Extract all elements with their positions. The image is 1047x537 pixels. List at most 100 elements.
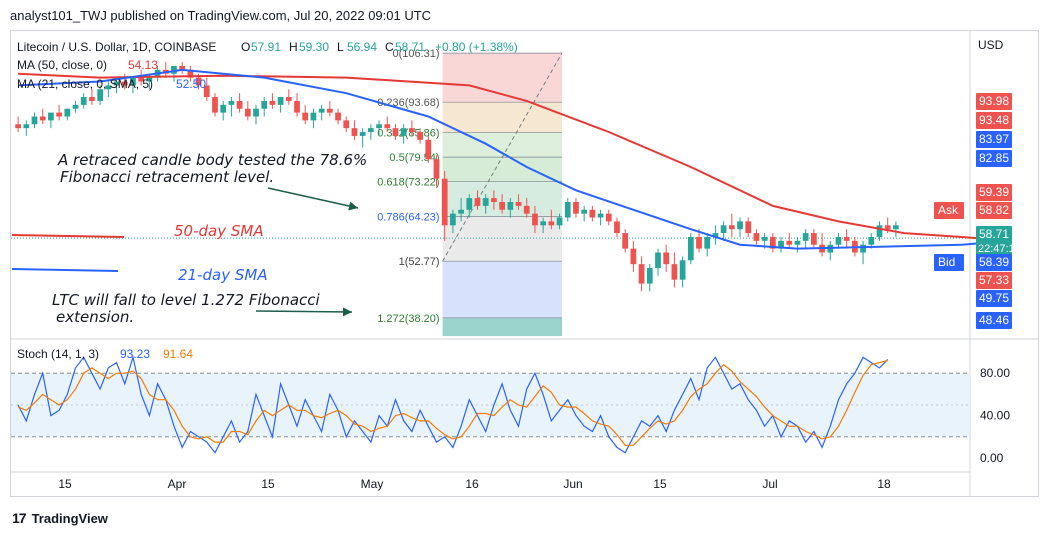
fib-level-label: 0.236(93.68): [377, 97, 439, 109]
candle-body: [614, 221, 620, 234]
candle-body: [704, 236, 711, 249]
candle-body: [203, 85, 210, 98]
candle-body: [728, 225, 735, 230]
candle-body: [335, 112, 341, 121]
candle-body: [359, 132, 366, 136]
price-tag-countdown: 22:47:13: [978, 243, 1021, 255]
quote-tag: [934, 254, 964, 271]
ohlc-value: 57.91: [251, 40, 281, 54]
candle-body: [187, 69, 194, 78]
candle-body: [884, 225, 891, 230]
publish-header: analyst101_TWJ published on TradingView.…: [10, 8, 432, 23]
candle-body: [515, 201, 522, 206]
ohlc-label: O: [241, 40, 250, 54]
candle-body: [671, 264, 678, 280]
price-tag-value: 82.85: [979, 151, 1009, 165]
ma21-legend-value: 52.50: [176, 77, 206, 91]
candle-body: [696, 236, 702, 249]
candle-body: [630, 248, 637, 265]
price-tag-value: 58.39: [979, 255, 1009, 269]
price-tag-value: 93.98: [979, 94, 1009, 108]
stoch-band: [11, 373, 970, 437]
candle-body: [450, 213, 456, 226]
ma50-legend-label: MA (50, close, 0): [17, 58, 107, 72]
annotation-retrace-line1: A retraced candle body tested the 78.6%: [57, 151, 367, 169]
candle-body: [253, 108, 259, 117]
time-axis-tick: 15: [58, 477, 72, 491]
quote-tag: [934, 202, 964, 219]
price-tag: [976, 312, 1012, 329]
price-axis-unit: USD: [978, 38, 1004, 52]
candle-body: [655, 252, 661, 269]
annotation-retrace-line2: Fibonacci retracement level.: [60, 168, 274, 186]
candle-body: [687, 236, 694, 261]
candle-body: [244, 108, 251, 117]
price-tag: [976, 254, 1012, 271]
candle-body: [581, 209, 588, 214]
candle-body: [794, 240, 801, 245]
price-tag: [976, 290, 1012, 307]
candle-body: [482, 198, 489, 206]
candle-body: [532, 213, 538, 226]
candle-body: [121, 81, 128, 86]
candle-body: [441, 178, 448, 226]
stoch-d-value: 91.64: [163, 347, 193, 361]
fib-extension-zone: [442, 317, 562, 337]
candle-body: [310, 112, 317, 121]
stoch-k-value: 93.23: [120, 347, 150, 361]
quote-tag-label: Bid: [938, 255, 955, 269]
time-axis-tick: 15: [653, 477, 667, 491]
time-axis-tick: May: [361, 477, 384, 491]
candle-body: [39, 116, 46, 121]
price-tag: [976, 150, 1012, 167]
price-tag-value: 93.48: [979, 113, 1009, 127]
candle-body: [589, 209, 596, 218]
candle-body: [113, 81, 120, 86]
candle-body: [15, 124, 21, 129]
candle-body: [89, 97, 95, 101]
fib-level-label: 0.382(85.86): [377, 128, 439, 140]
time-axis-tick: Jun: [563, 477, 582, 491]
candle-body: [417, 132, 423, 140]
ma21-line: [18, 68, 1011, 250]
ohlc-value: 56.94: [347, 40, 377, 54]
candle-body: [72, 104, 79, 109]
stoch-axis-tick: 0.00: [980, 451, 1004, 465]
candle-body: [548, 221, 555, 226]
candle-body: [376, 124, 382, 129]
ohlc-value: 59.30: [299, 40, 329, 54]
fib-level-label: 0.5(79.54): [389, 152, 439, 164]
candle-body: [835, 236, 842, 245]
tradingview-logo-icon: 17: [12, 510, 27, 526]
price-tag-value: 57.33: [979, 273, 1009, 287]
candle-body: [499, 201, 505, 210]
price-tag: [976, 184, 1012, 201]
fib-level-label: 0.786(64.23): [377, 212, 439, 224]
candle-body: [761, 236, 768, 241]
candle-body: [326, 108, 333, 113]
ohlc-label: H: [289, 40, 298, 54]
candle-body: [605, 213, 612, 222]
sma21-legend-line: [11, 268, 119, 272]
candle-body: [318, 108, 325, 113]
stoch-axis-tick: 40.00: [980, 409, 1010, 423]
candle-body: [48, 112, 54, 121]
price-tag: [976, 202, 1012, 219]
candle-body: [212, 97, 218, 113]
stoch-axis-tick: 80.00: [980, 366, 1010, 380]
candle-body: [228, 100, 235, 105]
sma50-legend-line: [11, 234, 125, 238]
candle-body: [285, 97, 292, 101]
candle-body: [367, 128, 374, 133]
candle-body: [351, 128, 358, 136]
time-axis-tick: 16: [465, 477, 479, 491]
candle-body: [384, 124, 391, 129]
ma50-line: [18, 72, 1011, 242]
candle-body: [638, 264, 645, 284]
candle-body: [392, 128, 399, 136]
price-tag-value: 49.75: [979, 291, 1009, 305]
fib-level-label: 0(106.31): [392, 48, 439, 60]
candle-body: [876, 225, 883, 237]
candle-body: [458, 209, 464, 214]
